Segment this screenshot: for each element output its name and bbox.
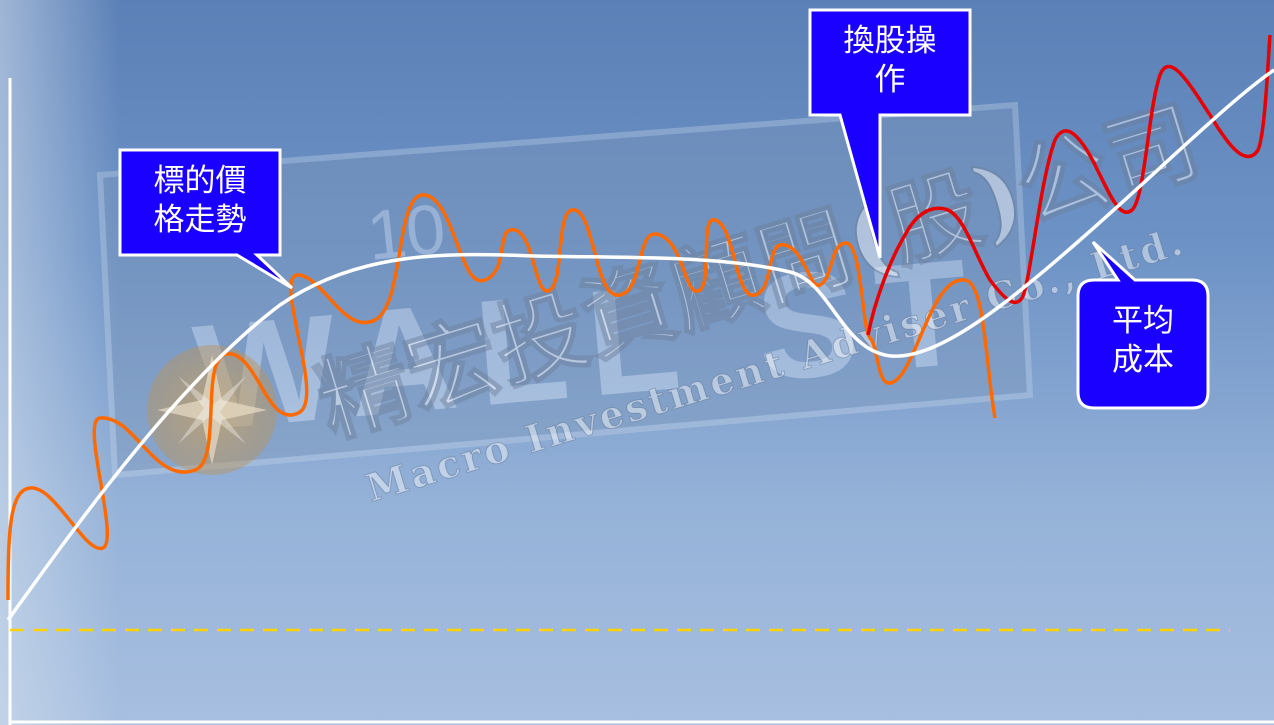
average-cost-line (6, 68, 1274, 622)
callout-price-trend-line2: 格走勢 (153, 202, 247, 238)
callout-label-swap-operation: 換股操 作 (812, 22, 968, 100)
callout-swap-operation (808, 8, 972, 259)
callout-swap-operation-line1: 換股操 (843, 23, 937, 59)
callout-average-cost (1076, 240, 1210, 410)
sign-arrow-number: 10 (363, 189, 449, 275)
price-trend-line (6, 193, 997, 601)
callout-average-cost-line2: 成本 (1112, 342, 1174, 378)
callout-average-cost-line1: 平均 (1112, 303, 1174, 339)
street-sign: 10 WALL ST (96, 101, 1034, 479)
callout-swap-operation-line2: 作 (874, 62, 906, 98)
callout-label-average-cost: 平均 成本 (1080, 302, 1206, 380)
callout-price-trend (118, 148, 294, 290)
callout-label-price-trend: 標的價 格走勢 (122, 162, 278, 240)
callout-price-trend-line1: 標的價 (153, 163, 247, 199)
swapped-price-line (866, 34, 1272, 336)
background-pillar (0, 0, 120, 725)
